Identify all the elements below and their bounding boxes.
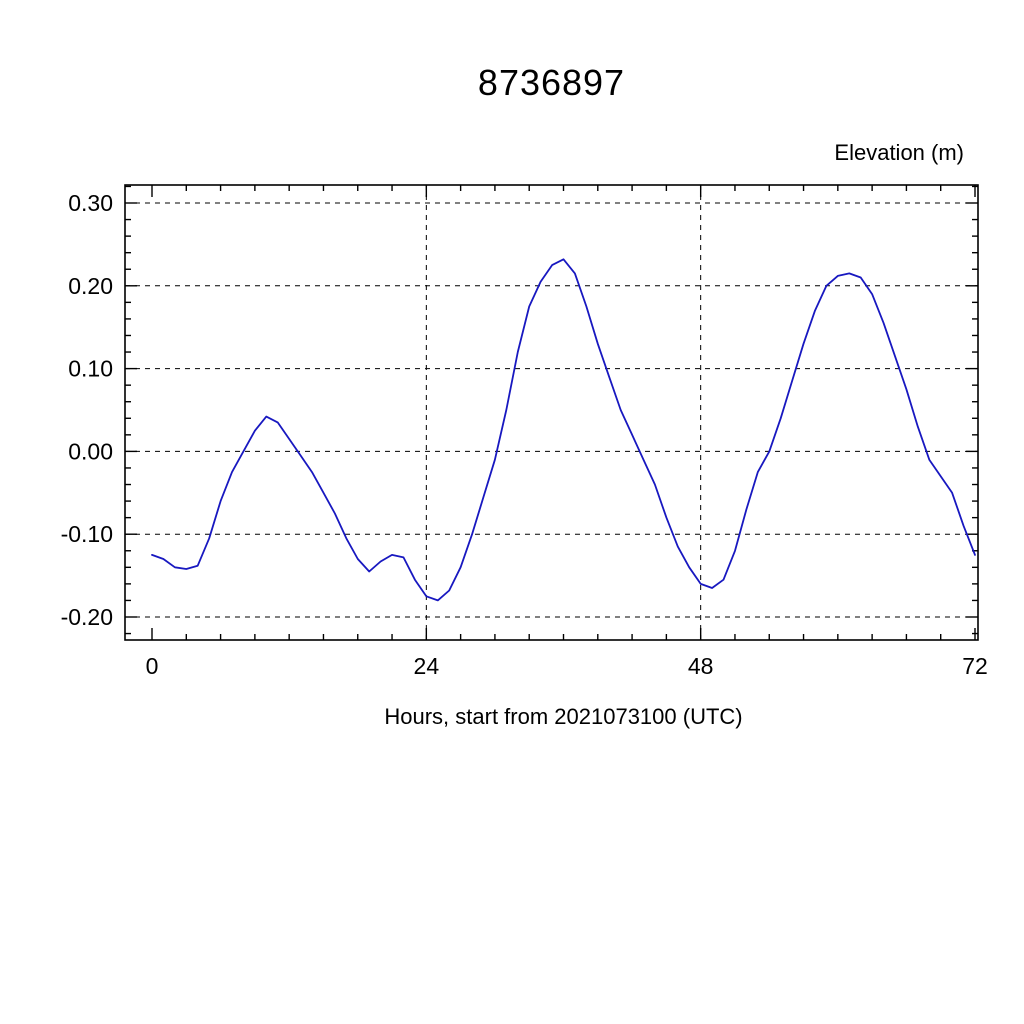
y-tick-label: -0.20 [61, 604, 113, 630]
y-tick-label: 0.10 [68, 356, 113, 382]
y-tick-label: -0.10 [61, 521, 113, 547]
y-tick-label: 0.00 [68, 438, 113, 464]
x-tick-label: 48 [688, 653, 714, 679]
plot-frame [124, 184, 979, 641]
elevation-line [151, 258, 976, 602]
y-tick-label: 0.30 [68, 190, 113, 216]
chart-title: 8736897 [477, 62, 626, 103]
x-tick-label: 24 [414, 653, 440, 679]
x-tick-label: 0 [146, 653, 159, 679]
y-axis-title: Elevation (m) [834, 140, 964, 165]
y-tick-label: 0.20 [68, 273, 113, 299]
x-axis-title: Hours, start from 2021073100 (UTC) [384, 704, 743, 729]
x-tick-label: 72 [962, 653, 988, 679]
